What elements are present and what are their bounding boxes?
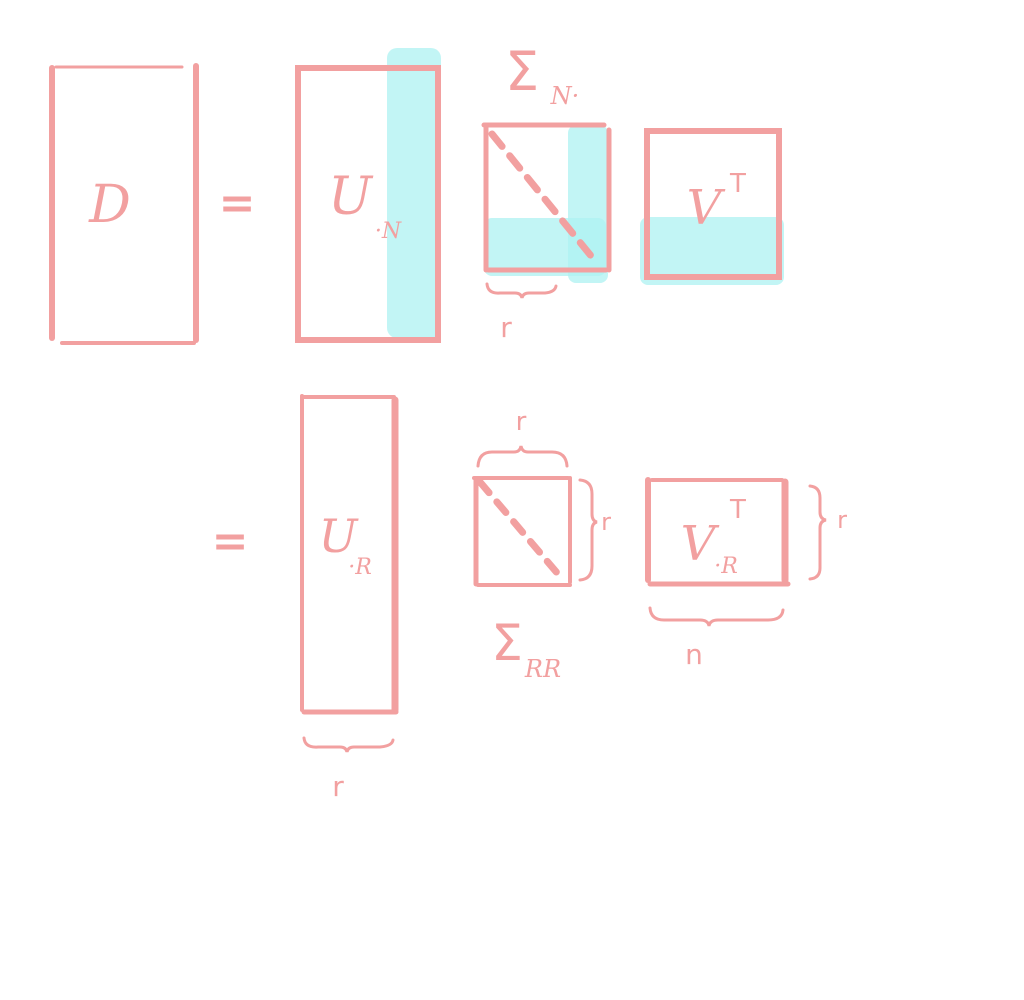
- sigma-n-label: Σ: [505, 40, 539, 103]
- equals-sign-2: =: [212, 516, 249, 567]
- u-r-subscript: ·R: [348, 555, 372, 580]
- matrix-v-r-t: V ·R T r n: [645, 477, 847, 671]
- v-r-t-right-brace: [808, 484, 827, 581]
- u-n-label: U: [328, 167, 374, 227]
- equals-sign-1: =: [219, 178, 256, 229]
- v-t-label: V: [687, 180, 726, 236]
- matrix-sigma-rr: r r Σ RR: [472, 407, 611, 683]
- matrix-u-n: U ·N: [295, 48, 441, 343]
- sigma-rr-right-brace: [578, 478, 598, 582]
- v-r-t-right-dim-label: r: [837, 506, 847, 534]
- v-r-t-superscript: T: [729, 495, 746, 525]
- u-n-subscript: ·N: [375, 219, 402, 244]
- u-r-dim-label: r: [332, 770, 344, 803]
- sigma-rr-right-dim-label: r: [601, 508, 611, 536]
- matrix-sigma-n: Σ N· r: [481, 40, 612, 344]
- matrix-d: D: [49, 63, 199, 345]
- v-r-t-subscript: ·R: [714, 554, 738, 579]
- matrix-u-r: U ·R r: [300, 394, 399, 803]
- sigma-rr-top-brace: [476, 445, 569, 468]
- sigma-rr-top-dim-label: r: [516, 407, 527, 437]
- sigma-n-diagonal: [488, 130, 600, 266]
- sigma-rr-label: Σ: [491, 614, 523, 672]
- sigma-n-subscript: N·: [550, 82, 580, 110]
- sigma-rr-subscript: RR: [524, 655, 561, 683]
- v-t-highlight: [640, 217, 784, 285]
- v-t-superscript: T: [729, 169, 746, 199]
- u-r-brace: [302, 736, 395, 753]
- v-r-t-bottom-dim-label: n: [685, 638, 703, 671]
- u-n-highlight: [387, 48, 441, 338]
- u-r-label: U: [319, 509, 360, 563]
- v-r-t-label: V: [681, 516, 720, 572]
- sigma-n-dim-label: r: [500, 311, 512, 344]
- matrix-v-t: V T: [640, 128, 784, 285]
- matrix-d-label: D: [88, 175, 131, 235]
- sigma-n-brace: [485, 282, 558, 299]
- v-r-t-bottom-brace: [648, 606, 785, 627]
- sigma-rr-diagonal: [476, 478, 562, 578]
